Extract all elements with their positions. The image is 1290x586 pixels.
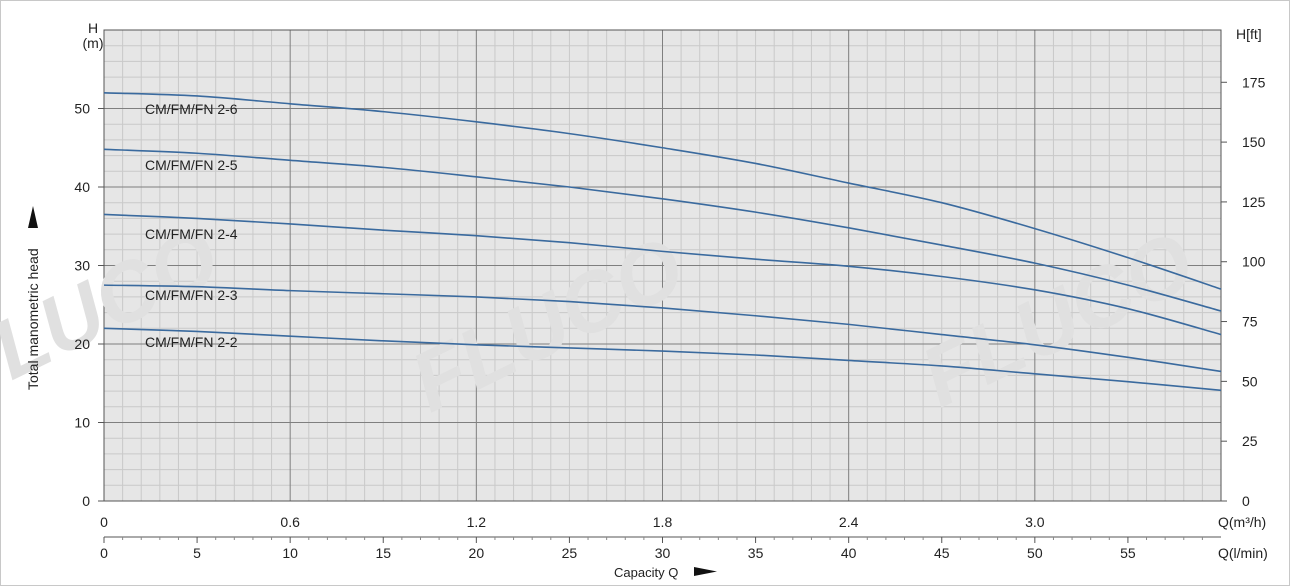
- series-label: CM/FM/FN 2-6: [145, 101, 238, 117]
- series-line-1: [103, 92, 1222, 290]
- y-tick-label: 30: [74, 258, 90, 274]
- x-bottom-tick-label: 40: [841, 545, 857, 561]
- y-left-label-top: H: [88, 20, 98, 36]
- y-right-tick-label: 25: [1242, 433, 1258, 449]
- y-right-tick-label: 50: [1242, 373, 1258, 389]
- x-bottom-tick-label: 45: [934, 545, 950, 561]
- y-right-tick-label: 100: [1242, 254, 1266, 270]
- x-bottom-tick-label: 35: [748, 545, 764, 561]
- x-bottom-tick-label: 5: [193, 545, 201, 561]
- y-right-tick-label: 125: [1242, 194, 1266, 210]
- y-right-tick-label: 0: [1242, 493, 1250, 509]
- y-tick-label: 20: [74, 336, 90, 352]
- x-top-unit: Q(m³/h): [1218, 514, 1266, 530]
- y-axis-title: Total manometric head: [25, 248, 41, 390]
- y-tick-label: 40: [74, 179, 90, 195]
- y-right-tick-label: 175: [1242, 74, 1266, 90]
- x-axis-arrow-icon: [694, 567, 717, 576]
- y-tick-label: 10: [74, 415, 90, 431]
- x-top-tick-label: 3.0: [1025, 514, 1045, 530]
- x-top-tick-label: 0: [100, 514, 108, 530]
- x-top-tick-label: 2.4: [839, 514, 859, 530]
- series-label: CM/FM/FN 2-4: [145, 226, 238, 242]
- series-label: CM/FM/FN 2-5: [145, 157, 238, 173]
- x-bottom-tick-label: 25: [562, 545, 578, 561]
- x-bottom-tick-label: 15: [375, 545, 391, 561]
- y-right-tick-label: 150: [1242, 134, 1266, 150]
- x-bottom-tick-label: 20: [469, 545, 485, 561]
- y-axis-arrow-icon: [28, 206, 38, 228]
- x-top-tick-label: 1.2: [467, 514, 487, 530]
- y-tick-label: 50: [74, 101, 90, 117]
- x-bottom-tick-label: 50: [1027, 545, 1043, 561]
- series-label: CM/FM/FN 2-3: [145, 287, 238, 303]
- x-bottom-tick-label: 30: [655, 545, 671, 561]
- x-top-tick-label: 1.8: [653, 514, 673, 530]
- series-line-5: [103, 327, 1222, 392]
- x-top-tick-label: 0.6: [280, 514, 300, 530]
- x-bottom-tick-label: 10: [282, 545, 298, 561]
- y-right-tick-label: 75: [1242, 314, 1258, 330]
- y-tick-label: 0: [82, 493, 90, 509]
- series-line-2: [103, 148, 1222, 312]
- x-bottom-tick-label: 55: [1120, 545, 1136, 561]
- y-right-label: H[ft]: [1236, 26, 1262, 42]
- y-left-unit: (m): [83, 35, 104, 51]
- series-label: CM/FM/FN 2-2: [145, 334, 238, 350]
- series-line-3: [103, 213, 1222, 336]
- x-bottom-tick-label: 0: [100, 545, 108, 561]
- x-axis-title: Capacity Q: [614, 565, 678, 580]
- series-line-4: [103, 284, 1222, 373]
- x-bottom-unit: Q(l/min): [1218, 545, 1268, 561]
